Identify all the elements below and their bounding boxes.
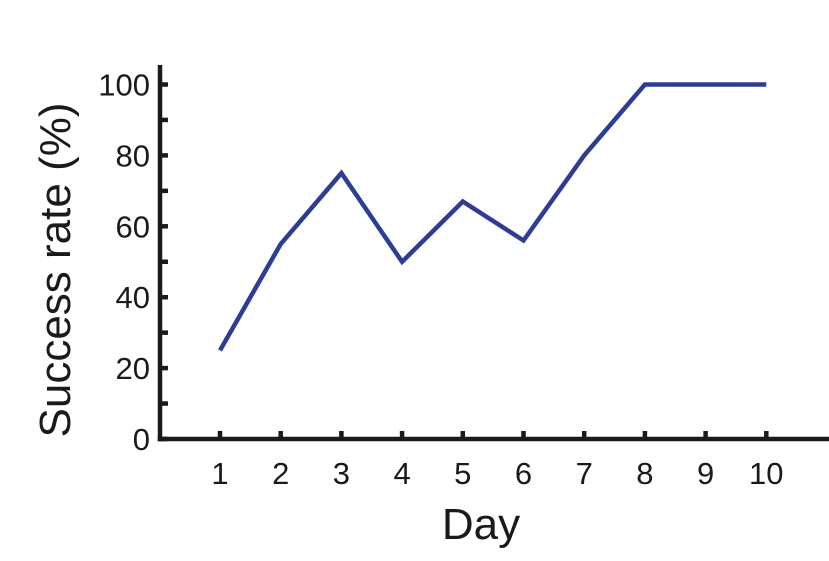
- x-tick-label: 10: [749, 456, 783, 491]
- x-axis-title: Day: [442, 500, 520, 549]
- x-tick-label: 7: [576, 456, 593, 491]
- x-tick-label: 3: [333, 456, 350, 491]
- y-tick-label: 100: [98, 68, 150, 103]
- x-tick-label: 9: [697, 456, 714, 491]
- chart-axes: [157, 65, 829, 442]
- chart-ticks: [160, 82, 769, 442]
- x-tick-label: 1: [211, 456, 228, 491]
- series-line: [218, 82, 767, 352]
- y-tick-label: 40: [116, 280, 150, 315]
- y-tick-label: 0: [133, 422, 150, 457]
- x-tick-label: 8: [636, 456, 653, 491]
- chart-series: [218, 82, 767, 352]
- x-tick-label: 5: [454, 456, 471, 491]
- y-axis-title: Success rate (%): [31, 103, 80, 438]
- chart-tick-labels: 0 20 40 60 80 100 1 2 3 4 5 6 7 8 9 10: [98, 68, 783, 492]
- x-tick-label: 4: [393, 456, 410, 491]
- y-tick-label: 80: [116, 138, 150, 173]
- y-tick-label: 20: [116, 351, 150, 386]
- x-tick-label: 6: [515, 456, 532, 491]
- x-tick-label: 2: [272, 456, 289, 491]
- y-tick-label: 60: [116, 209, 150, 244]
